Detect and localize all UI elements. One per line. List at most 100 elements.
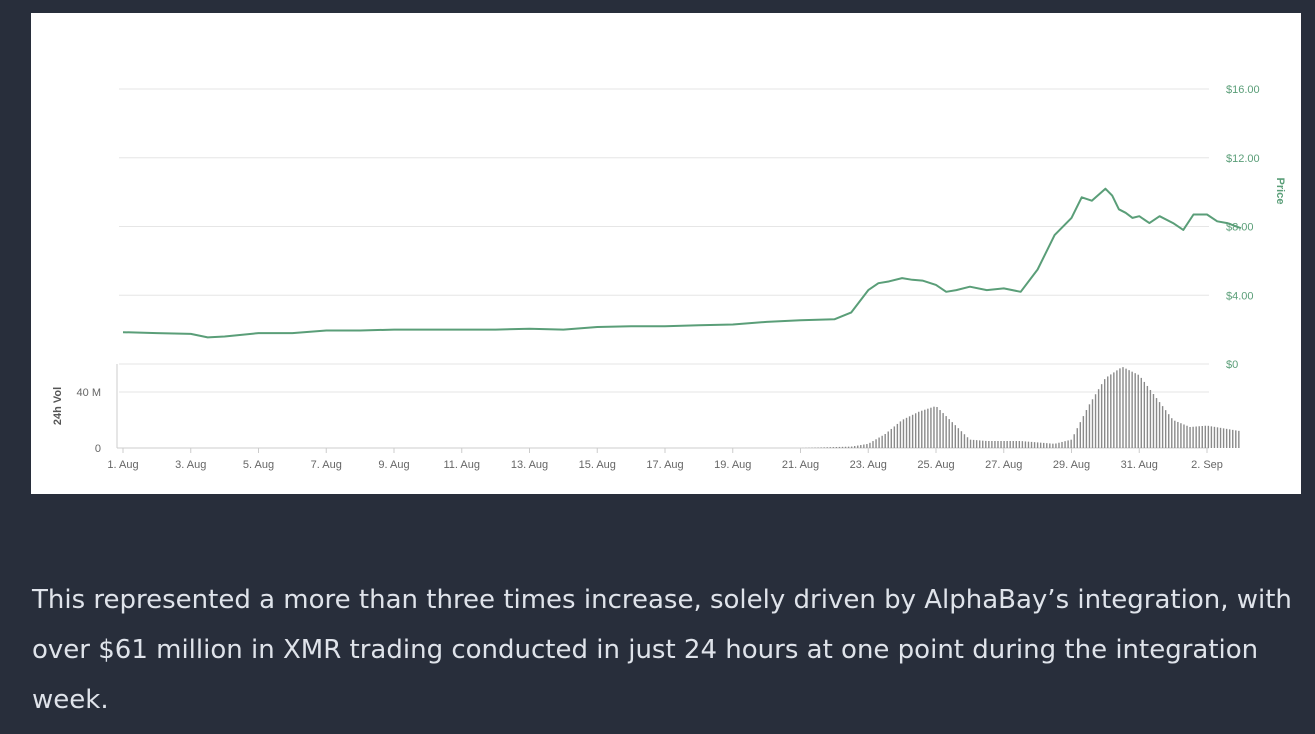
x-tick-label: 21. Aug — [782, 459, 819, 471]
volume-bar — [863, 444, 865, 448]
volume-bar — [1201, 425, 1203, 448]
volume-bar — [1091, 399, 1094, 448]
volume-bar — [872, 441, 874, 448]
volume-bar — [1079, 422, 1082, 448]
volume-bar — [1107, 376, 1109, 448]
volume-bar — [972, 439, 975, 448]
volume-bar — [957, 428, 960, 448]
x-tick-label: 1. Aug — [107, 459, 138, 471]
price-series-line — [122, 187, 1242, 339]
volume-bar — [832, 447, 835, 448]
volume-bar — [1113, 372, 1115, 448]
volume-tick-label: 0 — [95, 443, 101, 455]
x-tick-label: 9. Aug — [378, 459, 409, 471]
volume-bar — [1049, 443, 1051, 448]
volume-bar — [1186, 425, 1188, 448]
volume-bar — [1210, 426, 1213, 448]
x-tick-label: 29. Aug — [1053, 459, 1090, 471]
volume-bar — [1171, 418, 1173, 448]
volume-bar — [1143, 381, 1146, 448]
volume-bar — [939, 410, 941, 448]
volume-bar — [1125, 368, 1127, 448]
volume-bar — [1085, 410, 1088, 448]
volume-bar — [908, 416, 911, 448]
volume-bar — [927, 408, 929, 448]
volume-bar — [1073, 434, 1075, 448]
volume-bar — [1119, 368, 1121, 448]
volume-bar — [918, 411, 920, 448]
x-tick-label: 7. Aug — [311, 459, 342, 471]
volume-bar — [1222, 428, 1225, 448]
volume-bar — [1033, 442, 1036, 448]
volume-bar — [969, 439, 972, 448]
volume-bar — [948, 419, 950, 448]
volume-bar — [1164, 410, 1167, 448]
price-tick-label: $16.00 — [1226, 84, 1260, 96]
volume-bar — [829, 447, 832, 448]
volume-bar — [905, 417, 908, 448]
volume-bar — [1052, 443, 1054, 448]
volume-bar — [914, 413, 917, 448]
volume-bar — [1006, 441, 1008, 448]
volume-bar — [985, 440, 987, 448]
volume-bar — [1018, 441, 1021, 448]
volume-bar — [1036, 442, 1039, 448]
volume-bar — [878, 437, 880, 448]
volume-bar — [1177, 421, 1179, 448]
volume-bar — [866, 444, 868, 448]
price-volume-chart: $0 $4.00 $8.00 $12.00 $16.00 Price 0 40 M 24h Vo… — [31, 13, 1301, 494]
volume-bar — [875, 439, 877, 448]
volume-bar — [994, 441, 996, 448]
volume-bar — [1161, 406, 1164, 448]
volume-bar — [1134, 373, 1136, 448]
volume-bar — [826, 447, 828, 448]
x-tick-label: 3. Aug — [175, 459, 206, 471]
volume-bar — [844, 446, 847, 448]
volume-bar — [835, 447, 838, 448]
volume-bar — [951, 422, 953, 448]
volume-bar — [1232, 429, 1234, 448]
volume-bar — [1064, 441, 1066, 448]
x-tick-label: 15. Aug — [579, 459, 616, 471]
volume-bar — [1195, 426, 1197, 448]
volume-bar — [1058, 442, 1060, 448]
volume-bar — [860, 445, 862, 448]
volume-bar — [1000, 441, 1002, 448]
volume-bar — [1094, 394, 1097, 448]
volume-bar — [1192, 426, 1194, 448]
volume-bar — [1055, 443, 1057, 448]
x-tick-label: 19. Aug — [714, 459, 751, 471]
volume-bar — [841, 446, 844, 448]
volume-bar — [1110, 374, 1112, 448]
volume-bar — [1180, 423, 1182, 448]
volume-bar — [1149, 389, 1152, 448]
volume-bar — [924, 409, 926, 448]
price-axis-title: Price — [1274, 178, 1286, 205]
volume-bar — [857, 445, 859, 448]
volume-bar — [896, 423, 899, 448]
volume-bar — [945, 416, 947, 448]
volume-bar — [1198, 426, 1200, 448]
x-tick-label: 2. Sep — [1191, 459, 1223, 471]
volume-bar — [1027, 441, 1030, 448]
volume-bar — [1082, 416, 1085, 448]
volume-bar — [1152, 394, 1155, 448]
volume-bar — [1228, 429, 1231, 448]
volume-bar — [1103, 379, 1106, 448]
volume-bar — [1235, 430, 1237, 448]
volume-bar — [893, 426, 896, 448]
volume-bar — [963, 434, 966, 448]
volume-bar — [1009, 441, 1011, 448]
volume-bar — [954, 425, 957, 448]
volume-bar — [887, 431, 889, 448]
volume-bar — [850, 446, 853, 448]
volume-bar — [930, 407, 932, 448]
volume-bar — [978, 440, 981, 448]
volume-bar — [960, 431, 963, 448]
x-tick-label: 23. Aug — [850, 459, 887, 471]
volume-bar — [1070, 439, 1072, 448]
x-tick-label: 13. Aug — [511, 459, 548, 471]
price-tick-label: $12.00 — [1226, 153, 1260, 165]
volume-bar — [1168, 414, 1170, 448]
volume-bar — [820, 447, 822, 448]
